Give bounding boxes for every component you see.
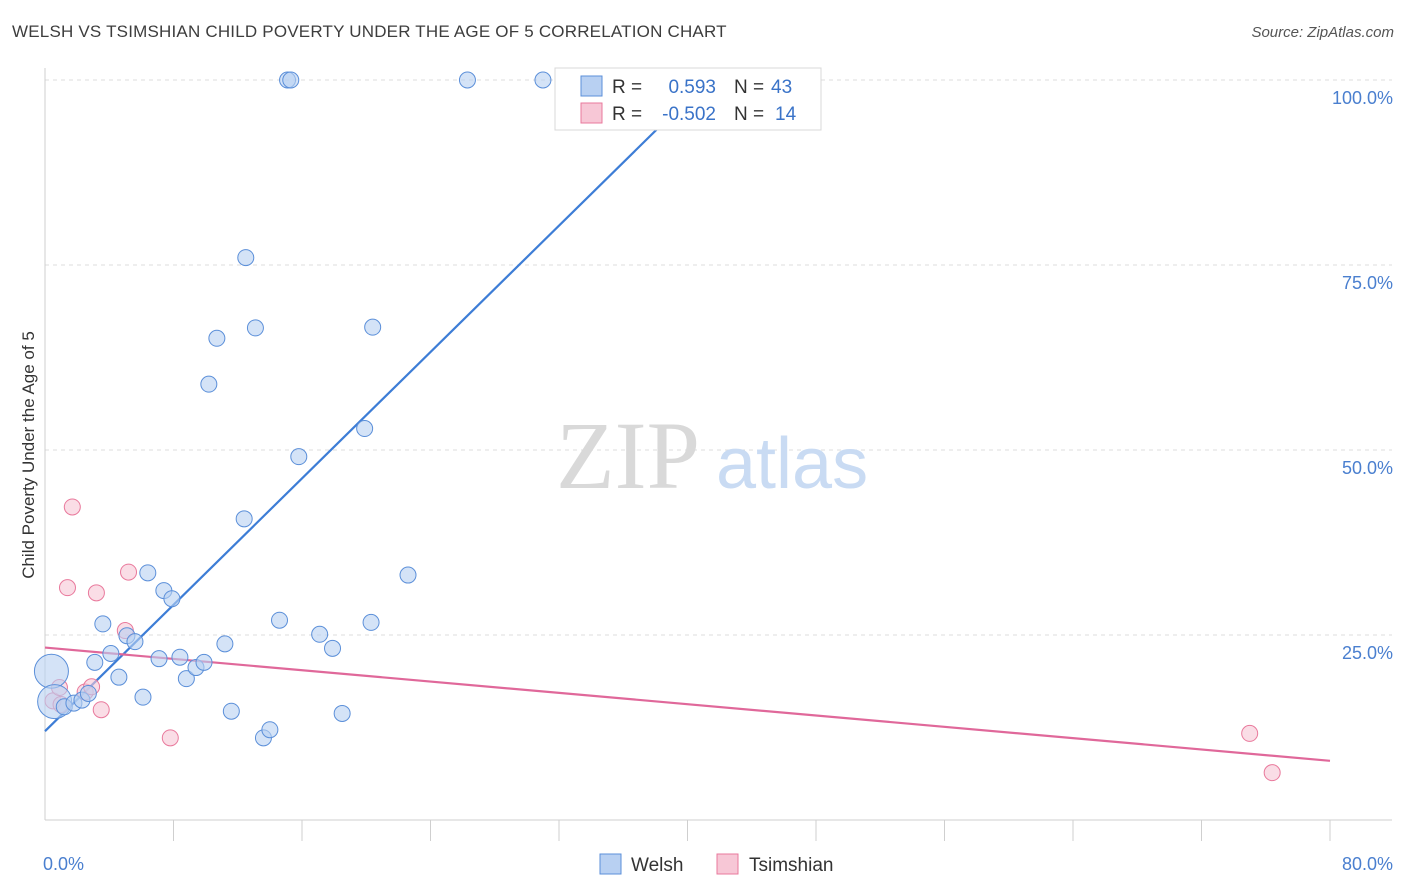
y-axis-title: Child Poverty Under the Age of 5 — [19, 331, 38, 579]
series-legend-swatch-welsh — [599, 853, 622, 875]
welsh-point — [282, 71, 300, 89]
legend-r-value-tsimshian: -0.502 — [662, 104, 716, 125]
welsh-point — [171, 648, 189, 666]
welsh-point — [311, 625, 329, 643]
welsh-point — [261, 721, 279, 739]
welsh-point — [458, 71, 476, 89]
welsh-point — [364, 318, 382, 336]
welsh-point — [246, 319, 264, 337]
watermark-atlas: atlas — [716, 424, 868, 504]
series-legend-label-tsimshian: Tsimshian — [749, 855, 833, 876]
y-tick-label: 25.0% — [1342, 643, 1393, 663]
tsimshian-point — [161, 729, 179, 747]
welsh-point — [356, 420, 374, 438]
y-tick-label: 50.0% — [1342, 458, 1393, 478]
welsh-point — [324, 639, 342, 657]
welsh-point — [102, 645, 120, 662]
tsimshian-point — [87, 584, 105, 602]
welsh-point — [126, 633, 144, 651]
welsh-point — [195, 653, 213, 671]
welsh-point — [362, 613, 380, 631]
series-legend-label-welsh: Welsh — [631, 855, 683, 876]
welsh-point — [237, 249, 255, 267]
watermark: ZIP atlas — [556, 402, 868, 509]
tsimshian-point — [1241, 724, 1259, 742]
welsh-point — [134, 688, 152, 706]
tsimshian-point — [120, 563, 138, 581]
chart-source: Source: ZipAtlas.com — [1251, 24, 1394, 41]
legend-n-value-tsimshian: 14 — [775, 104, 797, 125]
legend-r-label-welsh: R = — [612, 77, 642, 98]
legend-r-label-tsimshian: R = — [612, 104, 642, 125]
welsh-point — [235, 510, 253, 528]
legend-r-value-welsh: 0.593 — [668, 77, 716, 98]
tsimshian-point — [63, 498, 81, 516]
welsh-point — [79, 684, 97, 702]
chart-title: WELSH VS TSIMSHIAN CHILD POVERTY UNDER T… — [12, 22, 727, 41]
legend-n-label-welsh: N = — [734, 77, 764, 98]
axes-layer: 25.0% 50.0% 75.0% 100.0% 0.0% 80.0% — [43, 68, 1393, 874]
welsh-point — [290, 448, 308, 466]
tsimshian-point — [92, 701, 110, 719]
grid-layer — [45, 79, 1392, 636]
welsh-point — [200, 375, 218, 393]
correlation-legend: R = 0.593 N = 43 R = -0.502 N = 14 — [554, 67, 822, 131]
x-tick-label: 80.0% — [1342, 854, 1393, 874]
welsh-point — [399, 566, 417, 584]
welsh-point — [208, 329, 226, 347]
welsh-point — [33, 653, 69, 689]
welsh-point — [271, 611, 289, 629]
series-legend-swatch-tsimshian — [716, 853, 739, 875]
x-tick-label: 0.0% — [43, 854, 84, 874]
legend-swatch-welsh — [580, 75, 603, 97]
trendline-welsh — [44, 98, 689, 732]
tsimshian-point — [58, 579, 76, 597]
welsh-point — [86, 653, 104, 671]
welsh-point — [139, 564, 157, 582]
tsimshian-point — [1263, 764, 1281, 782]
points-layer — [33, 71, 1281, 782]
series-legend: Welsh Tsimshian — [599, 853, 833, 876]
welsh-point — [333, 704, 351, 722]
welsh-point — [94, 615, 112, 633]
y-tick-label: 100.0% — [1332, 88, 1393, 108]
welsh-point — [177, 670, 195, 688]
welsh-point — [222, 702, 240, 720]
welsh-point — [534, 71, 552, 89]
welsh-point — [163, 590, 181, 608]
welsh-point — [216, 635, 234, 653]
trend-layer — [44, 98, 1331, 762]
legend-n-value-welsh: 43 — [771, 77, 792, 98]
trendline-tsimshian — [44, 646, 1331, 762]
welsh-point — [110, 668, 128, 686]
welsh-point — [150, 650, 168, 668]
watermark-zip: ZIP — [556, 402, 700, 509]
y-tick-label: 75.0% — [1342, 273, 1393, 293]
legend-swatch-tsimshian — [580, 102, 603, 124]
legend-n-label-tsimshian: N = — [734, 104, 764, 125]
